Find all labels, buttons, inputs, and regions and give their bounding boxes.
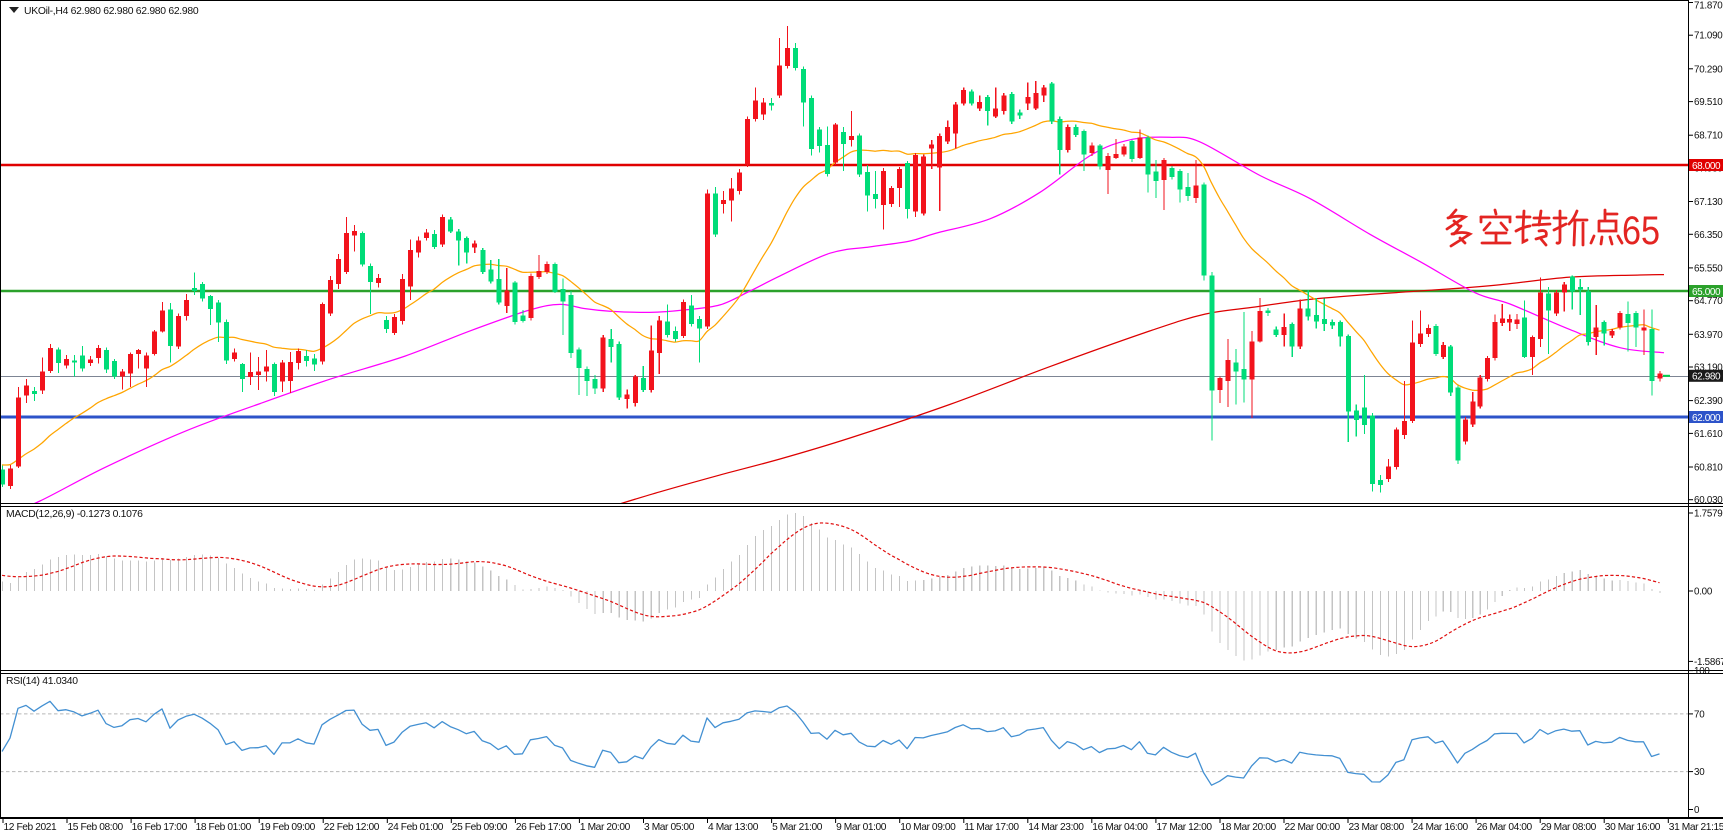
svg-text:26 Mar 04:00: 26 Mar 04:00 (1477, 822, 1533, 833)
svg-text:64.770: 64.770 (1694, 296, 1723, 307)
svg-text:30: 30 (1694, 767, 1705, 778)
svg-text:65.000: 65.000 (1692, 287, 1721, 298)
svg-text:62.390: 62.390 (1694, 396, 1723, 407)
svg-text:18 Feb 01:00: 18 Feb 01:00 (196, 822, 252, 833)
svg-text:31 Mar 21:15: 31 Mar 21:15 (1669, 822, 1723, 833)
svg-text:62.980: 62.980 (1692, 372, 1721, 383)
svg-text:23 Mar 08:00: 23 Mar 08:00 (1349, 822, 1405, 833)
svg-text:0: 0 (1694, 805, 1700, 816)
svg-text:63.970: 63.970 (1694, 330, 1723, 341)
svg-text:26 Feb 17:00: 26 Feb 17:00 (516, 822, 572, 833)
svg-text:63.190: 63.190 (1694, 363, 1723, 374)
svg-text:71.090: 71.090 (1694, 31, 1723, 42)
svg-text:-1.5867: -1.5867 (1694, 657, 1723, 668)
svg-text:62.000: 62.000 (1692, 413, 1721, 424)
svg-text:19 Feb 09:00: 19 Feb 09:00 (260, 822, 316, 833)
svg-text:60.030: 60.030 (1694, 495, 1723, 506)
svg-text:25 Feb 09:00: 25 Feb 09:00 (452, 822, 508, 833)
svg-text:68.000: 68.000 (1692, 161, 1721, 172)
svg-text:67.130: 67.130 (1694, 197, 1723, 208)
svg-text:24 Feb 01:00: 24 Feb 01:00 (388, 822, 444, 833)
svg-text:17 Mar 12:00: 17 Mar 12:00 (1156, 822, 1212, 833)
svg-text:100: 100 (1694, 666, 1710, 677)
svg-text:16 Feb 17:00: 16 Feb 17:00 (132, 822, 188, 833)
svg-text:30 Mar 16:00: 30 Mar 16:00 (1605, 822, 1661, 833)
svg-text:11 Mar 17:00: 11 Mar 17:00 (964, 822, 1019, 833)
svg-text:15 Feb 08:00: 15 Feb 08:00 (68, 822, 124, 833)
svg-text:4 Mar 13:00: 4 Mar 13:00 (708, 822, 759, 833)
svg-text:UKOil-,H4 62.980 62.980 62.98: UKOil-,H4 62.980 62.980 62.980 62.980 (24, 6, 199, 17)
svg-text:5 Mar 21:00: 5 Mar 21:00 (772, 822, 823, 833)
svg-text:3 Mar 05:00: 3 Mar 05:00 (644, 822, 695, 833)
svg-text:RSI(14) 41.0340: RSI(14) 41.0340 (6, 676, 78, 687)
svg-text:22 Feb 12:00: 22 Feb 12:00 (324, 822, 380, 833)
svg-text:10 Mar 09:00: 10 Mar 09:00 (900, 822, 956, 833)
svg-text:66.350: 66.350 (1694, 230, 1723, 241)
svg-text:60.810: 60.810 (1694, 463, 1723, 474)
svg-text:65: 65 (1622, 209, 1660, 253)
svg-text:16 Mar 04:00: 16 Mar 04:00 (1092, 822, 1148, 833)
svg-text:65.550: 65.550 (1694, 263, 1723, 274)
svg-text:9 Mar 01:00: 9 Mar 01:00 (836, 822, 887, 833)
svg-text:29 Mar 08:00: 29 Mar 08:00 (1541, 822, 1597, 833)
svg-text:70: 70 (1694, 709, 1705, 720)
svg-text:69.510: 69.510 (1694, 97, 1723, 108)
svg-text:14 Mar 23:00: 14 Mar 23:00 (1028, 822, 1084, 833)
svg-text:0.00: 0.00 (1694, 587, 1713, 598)
svg-text:MACD(12,26,9) -0.1273 0.1076: MACD(12,26,9) -0.1273 0.1076 (6, 509, 143, 520)
svg-text:61.610: 61.610 (1694, 429, 1723, 440)
svg-text:22 Mar 00:00: 22 Mar 00:00 (1285, 822, 1341, 833)
svg-text:1.7579: 1.7579 (1694, 509, 1722, 520)
svg-text:24 Mar 16:00: 24 Mar 16:00 (1413, 822, 1469, 833)
svg-text:1 Mar 20:00: 1 Mar 20:00 (580, 822, 631, 833)
svg-text:70.290: 70.290 (1694, 64, 1723, 75)
svg-text:18 Mar 20:00: 18 Mar 20:00 (1221, 822, 1277, 833)
svg-text:12 Feb 2021: 12 Feb 2021 (4, 822, 58, 833)
svg-text:71.870: 71.870 (1694, 1, 1723, 12)
svg-text:68.710: 68.710 (1694, 131, 1723, 142)
